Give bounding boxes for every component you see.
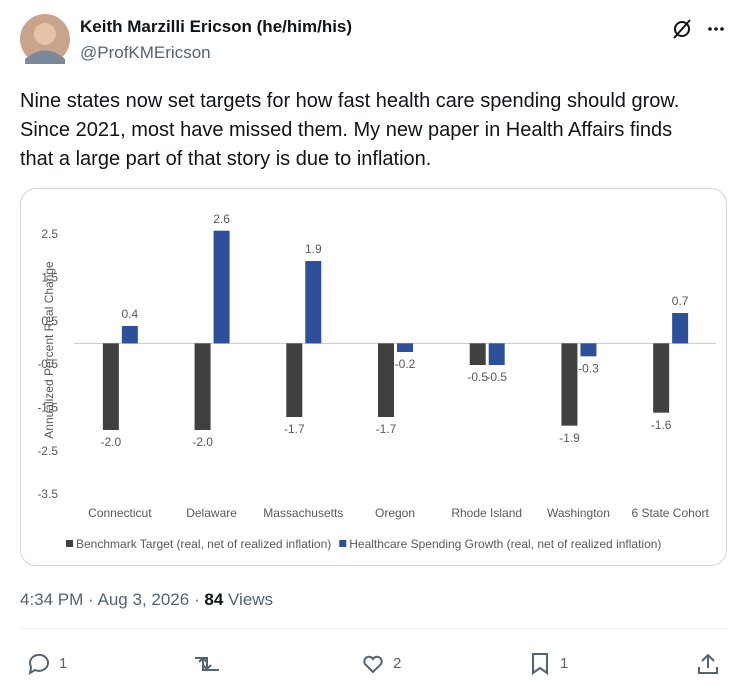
value-label: -0.3 — [578, 362, 599, 376]
legend-swatch — [66, 540, 73, 547]
x-tick-label: Oregon — [375, 506, 415, 520]
x-tick-label: Washington — [547, 506, 610, 520]
separator: · — [193, 590, 200, 609]
bookmark-count: 1 — [560, 655, 569, 672]
repost-icon[interactable] — [198, 656, 215, 671]
divider — [20, 628, 728, 629]
reply-icon[interactable] — [28, 653, 49, 676]
reply-count: 1 — [59, 655, 68, 672]
author-handle[interactable]: @ProfKMEricson — [80, 43, 211, 62]
x-tick-label: Delaware — [186, 506, 237, 520]
x-tick-label: Massachusetts — [263, 506, 343, 520]
value-label: -2.0 — [192, 435, 213, 449]
repost-icon[interactable] — [195, 655, 219, 670]
value-label: -2.0 — [101, 435, 122, 449]
avatar[interactable] — [20, 14, 70, 64]
views-count: 84 — [204, 590, 224, 609]
value-label: 1.9 — [305, 242, 322, 256]
x-tick-label: Rhode Island — [451, 506, 522, 520]
tweet-text: that a large part of that story is due t… — [20, 148, 432, 170]
value-label: -0.2 — [395, 357, 416, 371]
date[interactable]: Aug 3, 2026 — [97, 590, 190, 609]
y-tick-label: -2.5 — [37, 444, 58, 458]
y-tick-label: 2.5 — [41, 227, 58, 241]
value-label: -0.5 — [467, 370, 488, 384]
tweet-text: Nine states now set targets for how fast… — [20, 90, 680, 112]
bar — [378, 343, 394, 418]
bookmark-icon[interactable] — [532, 653, 548, 675]
separator: · — [88, 590, 94, 609]
bar — [121, 326, 138, 344]
bar — [672, 313, 689, 344]
y-tick-label: 1.5 — [41, 271, 58, 285]
y-tick-label: -3.5 — [37, 487, 58, 501]
bar — [580, 343, 597, 357]
bar — [469, 343, 486, 366]
bar — [213, 230, 230, 344]
chart: Annualized Percent Real Change 2.5 1.5 0.5… — [37, 212, 716, 551]
like-count: 2 — [393, 655, 402, 672]
value-label: -1.9 — [559, 431, 580, 445]
x-tick-label: 6 State Cohort — [631, 506, 709, 520]
timestamp: 4:34 PM · Aug 3, 2026 · 84 Views — [20, 590, 273, 610]
bar — [653, 343, 670, 413]
value-label: -0.5 — [486, 370, 507, 384]
bar — [305, 261, 322, 344]
value-label: 0.4 — [122, 307, 139, 321]
action-icons — [28, 650, 718, 676]
value-label: -1.6 — [651, 418, 672, 432]
tweet-text: Since 2021, most have missed them. My ne… — [20, 119, 673, 141]
y-tick-label: 0.5 — [41, 314, 58, 328]
bar — [397, 343, 413, 353]
like-icon[interactable] — [363, 655, 383, 674]
bar — [102, 343, 119, 431]
legend-label: Healthcare Spending Growth (real, net of… — [349, 537, 661, 551]
author-name[interactable]: Keith Marzilli Ericson (he/him/his) — [80, 17, 353, 36]
views-label: Views — [228, 590, 274, 609]
header-icons[interactable] — [672, 18, 732, 40]
y-tick-label: -1.5 — [37, 401, 58, 415]
bar — [561, 343, 578, 426]
value-label: -1.7 — [284, 422, 305, 436]
media-card[interactable] — [20, 188, 727, 566]
value-label: -1.7 — [376, 422, 397, 436]
time[interactable]: 4:34 PM — [20, 590, 84, 609]
bar — [194, 343, 211, 431]
value-label: 0.7 — [672, 294, 689, 308]
x-tick-label: Connecticut — [88, 506, 152, 520]
y-tick-label: -0.5 — [37, 357, 58, 371]
bar — [286, 343, 303, 418]
value-label: 2.6 — [213, 212, 230, 226]
y-axis-label: Annualized Percent Real Change — [42, 261, 56, 439]
bar — [488, 343, 505, 366]
legend-label: Benchmark Target (real, net of realized … — [76, 537, 331, 551]
share-icon[interactable] — [698, 653, 718, 674]
legend-swatch — [339, 540, 347, 547]
